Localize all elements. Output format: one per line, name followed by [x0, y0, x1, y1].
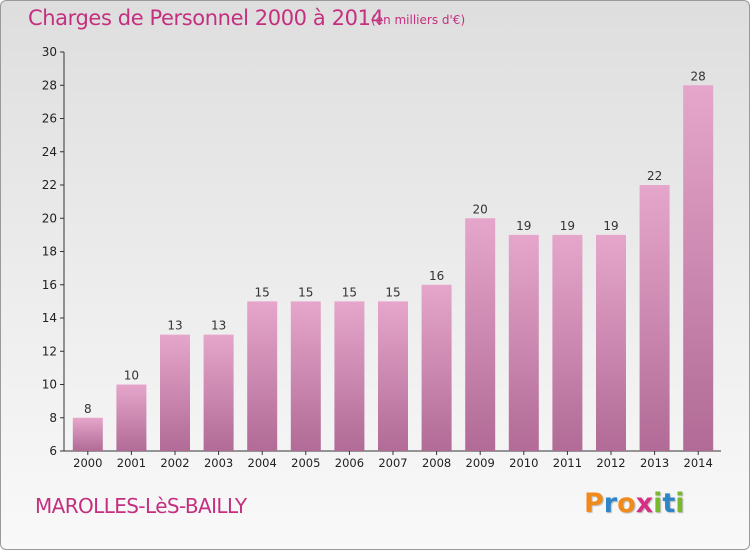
proxiti-logo[interactable]: Proxiti: [584, 488, 685, 519]
y-tick-label: 20: [42, 211, 57, 225]
data-label: 19: [560, 219, 575, 233]
bar-2002[interactable]: [160, 334, 190, 451]
chart-title: Charges de Personnel 2000 à 2014: [28, 6, 384, 30]
x-tick-label: 2009: [466, 456, 495, 470]
bar-2011[interactable]: [552, 234, 583, 451]
data-label: 22: [647, 169, 662, 183]
x-tick-label: 2008: [422, 456, 451, 470]
x-tick-label: 2005: [291, 456, 320, 470]
x-tick-label: 2004: [248, 456, 277, 470]
x-tick-label: 2002: [160, 456, 189, 470]
logo-letter: x: [635, 488, 654, 519]
logo-letter: o: [617, 488, 636, 519]
data-label: 15: [255, 285, 270, 299]
x-tick-label: 2000: [73, 456, 102, 470]
bar-2008[interactable]: [421, 284, 452, 451]
data-label: 8: [84, 402, 92, 416]
x-tick-label: 2012: [596, 456, 625, 470]
x-tick-label: 2010: [509, 456, 538, 470]
logo-letter: t: [662, 488, 676, 519]
logo-letter: r: [603, 488, 618, 519]
bar-2007[interactable]: [378, 301, 408, 451]
bar-2009[interactable]: [465, 218, 496, 451]
bar-2005[interactable]: [290, 301, 321, 451]
y-tick-label: 8: [49, 411, 57, 425]
bar-series: [72, 85, 714, 452]
data-label: 28: [691, 69, 706, 83]
data-labels: 8 10 13 13 15 15 15 15 16 20 19 19 19 22 28: [84, 69, 706, 416]
bar-2001[interactable]: [116, 384, 147, 452]
data-label: 13: [211, 319, 226, 333]
x-tick-label: 2001: [117, 456, 146, 470]
y-tick-label: 28: [42, 78, 57, 92]
commune-name: MAROLLES-LèS-BAILLY: [35, 494, 247, 518]
data-label: 19: [603, 219, 618, 233]
data-label: 16: [429, 269, 444, 283]
y-tick-label: 18: [42, 245, 57, 259]
data-label: 13: [167, 319, 182, 333]
bar-2003[interactable]: [203, 334, 234, 451]
data-label: 10: [124, 369, 139, 383]
logo-letter: P: [584, 488, 604, 519]
x-tick-label: 2011: [553, 456, 582, 470]
chart-unit-note: (en milliers d'€): [371, 13, 466, 27]
bar-2000[interactable]: [72, 417, 103, 451]
x-tick-label: 2013: [640, 456, 669, 470]
logo-letter: i: [675, 488, 685, 519]
x-tick-label: 2003: [204, 456, 233, 470]
x-tick-label: 2007: [378, 456, 407, 470]
y-tick-label: 14: [42, 311, 57, 325]
bar-2014[interactable]: [683, 85, 714, 451]
y-axis: 6 8 10 12 14 16 18 20 22 24 26 28 30: [42, 45, 65, 458]
y-tick-label: 26: [42, 112, 57, 126]
x-tick-label: 2014: [684, 456, 713, 470]
bar-2006[interactable]: [334, 301, 365, 451]
y-tick-label: 30: [42, 45, 57, 59]
y-tick-label: 10: [42, 378, 57, 392]
data-label: 20: [473, 202, 488, 216]
logo-letter: i: [653, 488, 663, 519]
y-tick-label: 24: [42, 145, 57, 159]
data-label: 19: [516, 219, 531, 233]
x-tick-label: 2006: [335, 456, 364, 470]
x-axis: 2000 2001 2002 2003 2004 2005 2006 2007 2008 2009…: [64, 450, 721, 470]
y-tick-label: 16: [42, 278, 57, 292]
bar-2013[interactable]: [639, 185, 670, 451]
bar-2004[interactable]: [247, 301, 278, 451]
bar-2012[interactable]: [596, 234, 626, 451]
bar-2010[interactable]: [508, 234, 539, 451]
data-label: 15: [298, 285, 313, 299]
y-tick-label: 6: [49, 444, 57, 458]
y-tick-label: 12: [42, 344, 57, 358]
data-label: 15: [342, 285, 357, 299]
y-tick-label: 22: [42, 178, 57, 192]
data-label: 15: [385, 285, 400, 299]
